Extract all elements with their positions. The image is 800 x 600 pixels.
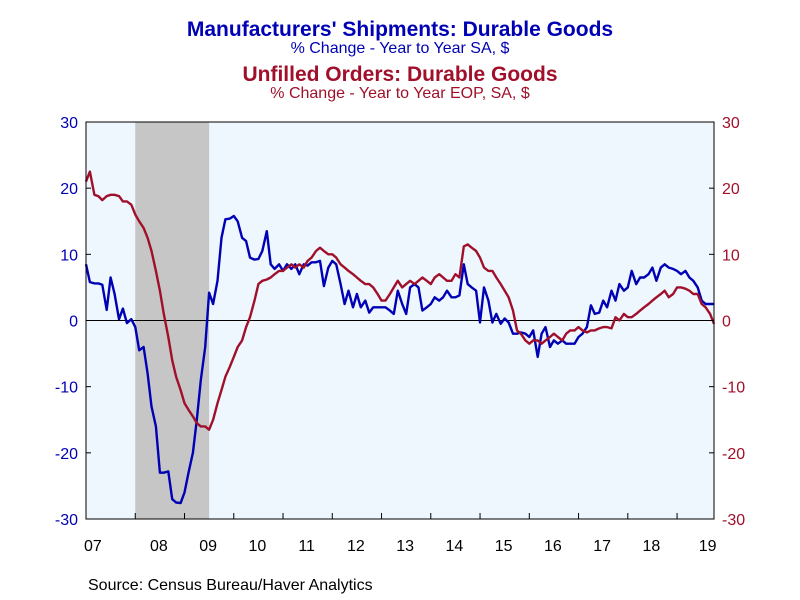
right-y-tick-label: -30 xyxy=(722,512,745,529)
x-tick-label: 16 xyxy=(544,538,562,555)
x-tick-label: 12 xyxy=(347,538,365,555)
source-note: Source: Census Bureau/Haver Analytics xyxy=(88,577,373,594)
x-tick-label: 14 xyxy=(446,538,464,555)
left-y-tick-label: 0 xyxy=(69,314,78,331)
left-y-tick-label: -10 xyxy=(55,380,78,397)
shipments-series-line xyxy=(84,214,714,505)
right-y-tick-label: 20 xyxy=(722,181,740,198)
left-y-tick-label: 10 xyxy=(60,247,78,264)
x-tick-label: 07 xyxy=(84,538,102,555)
x-tick-label: 17 xyxy=(593,538,611,555)
left-y-tick-label: 20 xyxy=(60,181,78,198)
x-tick-label: 09 xyxy=(199,538,217,555)
x-tick-label: 13 xyxy=(396,538,414,555)
x-tick-label: 10 xyxy=(248,538,266,555)
shipments-title: Manufacturers' Shipments: Durable Goods xyxy=(186,18,614,41)
left-y-tick-label: -30 xyxy=(55,512,78,529)
orders-title: Unfilled Orders: Durable Goods xyxy=(242,63,558,86)
x-tick-label: 15 xyxy=(495,538,513,555)
x-tick-label: 11 xyxy=(298,538,315,555)
right-y-tick-label: -10 xyxy=(722,380,745,397)
left-y-tick-label: 30 xyxy=(60,115,78,132)
right-y-tick-label: 0 xyxy=(722,314,731,331)
x-tick-label: 18 xyxy=(643,538,661,555)
left-y-tick-label: -20 xyxy=(55,446,78,463)
right-y-tick-label: -20 xyxy=(722,446,745,463)
shipments-subtitle: % Change - Year to Year SA, $ xyxy=(290,40,510,57)
orders-subtitle: % Change - Year to Year EOP, SA, $ xyxy=(270,85,530,102)
orders-series-line xyxy=(84,170,716,431)
x-tick-label: 19 xyxy=(699,538,717,555)
right-y-tick-label: 10 xyxy=(722,247,740,264)
right-y-tick-label: 30 xyxy=(722,115,740,132)
x-tick-label: 08 xyxy=(150,538,168,555)
